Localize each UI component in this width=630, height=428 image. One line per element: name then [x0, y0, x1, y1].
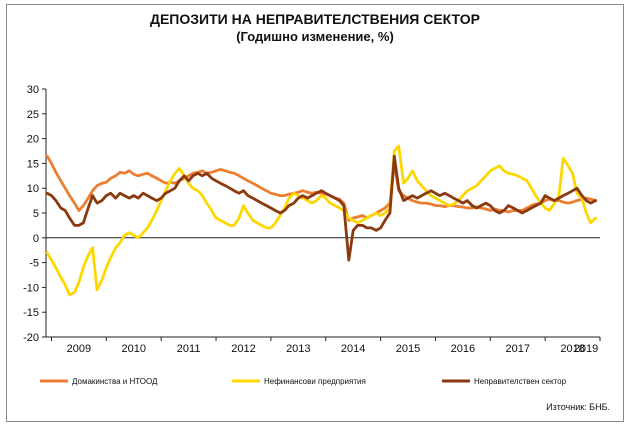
series-line-3	[45, 154, 597, 262]
x-tick-label: 2015	[396, 343, 420, 355]
y-tick-label: 15	[27, 158, 39, 170]
x-tick-label: 2013	[286, 343, 310, 355]
legend-label-1: Домакинства и НТООД	[72, 377, 158, 386]
legend-label-2: Нефинансови предприятия	[264, 377, 366, 386]
x-tick-label: 2010	[122, 343, 146, 355]
x-tick-label: 2011	[177, 343, 201, 355]
x-tick-label: 2016	[451, 343, 475, 355]
plot-area	[45, 144, 597, 297]
y-tick-label: 5	[33, 208, 39, 220]
source-note: Източник: БНБ.	[546, 402, 610, 412]
axes: -20 -15 -10 -5 0 5 10 15 20 25 30 2009 2010 2011 2012 2…	[23, 84, 601, 355]
y-tick-label: 10	[27, 183, 39, 195]
series-line-1	[45, 154, 597, 222]
x-tick-label: 2018	[560, 343, 584, 355]
y-tick-label: 0	[33, 233, 39, 245]
chart-subtitle: (Годишно изменение, %)	[236, 29, 394, 44]
series-line-2	[45, 144, 597, 297]
y-tick-label: 30	[27, 84, 39, 96]
x-tick-label: 2017	[505, 343, 529, 355]
y-tick-label: -10	[23, 282, 39, 294]
chart-title: ДЕПОЗИТИ НА НЕПРАВИТЕЛСТВЕНИЯ СЕКТОР	[150, 11, 480, 27]
legend-label-3: Неправителствен сектор	[474, 377, 567, 386]
legend: Домакинства и НТООД Нефинансови предприят…	[40, 377, 567, 386]
x-tick-label: 2014	[341, 343, 365, 355]
x-tick-label: 2009	[67, 343, 91, 355]
y-tick-label: -15	[23, 307, 39, 319]
x-tick-label: 2012	[231, 343, 255, 355]
x-tick-label: 2019	[574, 343, 598, 355]
y-tick-label: -5	[29, 258, 39, 270]
y-tick-label: -20	[23, 332, 39, 344]
y-tick-label: 25	[27, 109, 39, 121]
y-tick-label: 20	[27, 134, 39, 146]
